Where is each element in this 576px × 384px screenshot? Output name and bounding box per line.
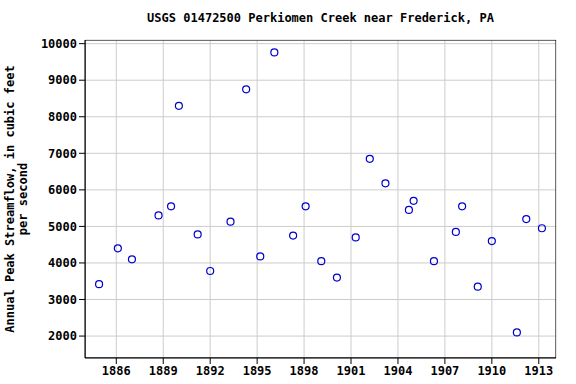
svg-text:1907: 1907: [430, 364, 459, 378]
svg-text:Annual Peak Streamflow, in cub: Annual Peak Streamflow, in cubic feetper…: [8, 65, 30, 332]
svg-text:9000: 9000: [48, 73, 77, 87]
html-text:USGS 01472500 Perkiomen Creek: USGS 01472500 Perkiomen Creek near Frede…: [147, 11, 494, 25]
svg-text:2000: 2000: [48, 329, 77, 343]
svg-text:4000: 4000: [48, 256, 77, 270]
svg-text:1886: 1886: [102, 364, 131, 378]
svg-text:1892: 1892: [196, 364, 225, 378]
svg-text:1898: 1898: [290, 364, 319, 378]
svg-text:3000: 3000: [48, 293, 77, 307]
svg-text:1895: 1895: [243, 364, 272, 378]
svg-text:1913: 1913: [524, 364, 553, 378]
svg-text:8000: 8000: [48, 110, 77, 124]
svg-text:6000: 6000: [48, 183, 77, 197]
svg-text:1910: 1910: [477, 364, 506, 378]
svg-text:1901: 1901: [337, 364, 366, 378]
svg-text:1889: 1889: [149, 364, 178, 378]
svg-text:7000: 7000: [48, 147, 77, 161]
svg-text:10000: 10000: [41, 37, 77, 51]
svg-text:5000: 5000: [48, 220, 77, 234]
svg-text:1904: 1904: [384, 364, 413, 378]
